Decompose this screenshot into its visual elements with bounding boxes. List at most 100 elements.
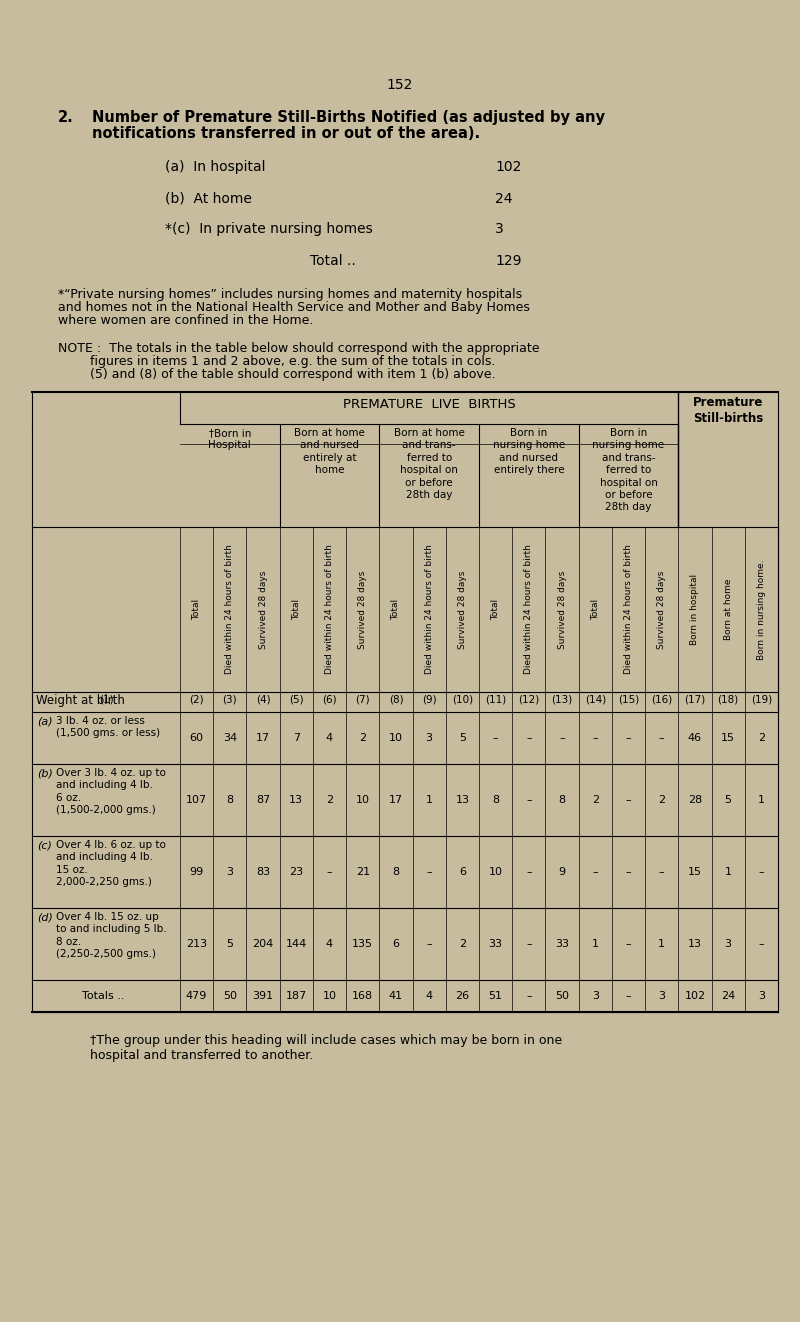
Text: 3: 3 [758,992,765,1001]
Text: 168: 168 [352,992,374,1001]
Text: 50: 50 [555,992,569,1001]
Text: 5: 5 [459,732,466,743]
Text: Born in
nursing home
and trans-
ferred to
hospital on
or before
28th day: Born in nursing home and trans- ferred t… [593,428,665,513]
Text: 2: 2 [359,732,366,743]
Text: (19): (19) [750,694,772,705]
Text: –: – [659,732,665,743]
Text: 2: 2 [592,795,599,805]
Text: 1: 1 [658,939,666,949]
Text: –: – [493,732,498,743]
Text: Number of Premature Still-Births Notified (as adjusted by any: Number of Premature Still-Births Notifie… [92,110,605,126]
Text: –: – [426,939,432,949]
Text: 99: 99 [190,867,204,876]
Text: (16): (16) [651,694,672,705]
Text: (18): (18) [718,694,738,705]
Text: Total: Total [491,599,500,620]
Text: 46: 46 [688,732,702,743]
Text: –: – [559,732,565,743]
Text: 2: 2 [758,732,765,743]
Text: 4: 4 [326,732,333,743]
Text: †The group under this heading will include cases which may be born in one: †The group under this heading will inclu… [90,1034,562,1047]
Text: Survived 28 days: Survived 28 days [558,570,566,649]
Text: 4: 4 [326,939,333,949]
Text: Survived 28 days: Survived 28 days [358,570,367,649]
Text: 10: 10 [356,795,370,805]
Text: 41: 41 [389,992,403,1001]
Text: –: – [526,867,532,876]
Text: –: – [593,867,598,876]
Text: 3 lb. 4 oz. or less
(1,500 gms. or less): 3 lb. 4 oz. or less (1,500 gms. or less) [56,717,160,739]
Text: 129: 129 [495,254,522,268]
Text: Total: Total [292,599,301,620]
Text: –: – [626,732,631,743]
Text: (4): (4) [256,694,270,705]
Text: Total: Total [590,599,600,620]
Text: 102: 102 [495,160,522,175]
Text: (11): (11) [485,694,506,705]
Text: (d): (d) [37,912,53,921]
Text: 33: 33 [555,939,569,949]
Text: 8: 8 [392,867,399,876]
Text: 2: 2 [459,939,466,949]
Text: Died within 24 hours of birth: Died within 24 hours of birth [624,545,633,674]
Text: 5: 5 [725,795,732,805]
Text: (b)  At home: (b) At home [165,192,252,206]
Text: 2.: 2. [58,110,74,126]
Text: 10: 10 [322,992,337,1001]
Text: Over 4 lb. 6 oz. up to
and including 4 lb.
15 oz.
2,000-2,250 gms.): Over 4 lb. 6 oz. up to and including 4 l… [56,839,166,887]
Text: (c): (c) [37,839,52,850]
Text: (6): (6) [322,694,337,705]
Text: 2: 2 [326,795,333,805]
Text: (13): (13) [551,694,573,705]
Text: PREMATURE  LIVE  BIRTHS: PREMATURE LIVE BIRTHS [342,398,515,411]
Text: (12): (12) [518,694,539,705]
Text: *“Private nursing homes” includes nursing homes and maternity hospitals: *“Private nursing homes” includes nursin… [58,288,522,301]
Text: Born at home
and trans-
ferred to
hospital on
or before
28th day: Born at home and trans- ferred to hospit… [394,428,465,500]
Text: 24: 24 [721,992,735,1001]
Text: –: – [426,867,432,876]
Text: 8: 8 [558,795,566,805]
Text: 51: 51 [489,992,502,1001]
Text: 24: 24 [495,192,513,206]
Text: 6: 6 [459,867,466,876]
Text: 83: 83 [256,867,270,876]
Text: (7): (7) [355,694,370,705]
Text: 21: 21 [356,867,370,876]
Text: 15: 15 [688,867,702,876]
Text: 26: 26 [455,992,470,1001]
Text: 3: 3 [495,222,504,237]
Text: –: – [626,867,631,876]
Text: (a)  In hospital: (a) In hospital [165,160,266,175]
Text: 107: 107 [186,795,207,805]
Text: Survived 28 days: Survived 28 days [458,570,467,649]
Text: Died within 24 hours of birth: Died within 24 hours of birth [325,545,334,674]
Text: notifications transferred in or out of the area).: notifications transferred in or out of t… [92,126,480,141]
Text: (b): (b) [37,768,53,779]
Text: Died within 24 hours of birth: Died within 24 hours of birth [524,545,534,674]
Text: (14): (14) [585,694,606,705]
Text: –: – [526,992,532,1001]
Text: 1: 1 [725,867,732,876]
Text: Born in nursing home.: Born in nursing home. [757,559,766,660]
Text: 3: 3 [725,939,732,949]
Text: NOTE :  The totals in the table below should correspond with the appropriate: NOTE : The totals in the table below sho… [58,342,539,356]
Text: –: – [593,732,598,743]
Text: 15: 15 [721,732,735,743]
Text: Survived 28 days: Survived 28 days [258,570,267,649]
Text: –: – [526,939,532,949]
Text: 3: 3 [658,992,666,1001]
Text: Born at home: Born at home [724,579,733,640]
Text: 144: 144 [286,939,307,949]
Text: 13: 13 [290,795,303,805]
Text: (1): (1) [98,694,114,705]
Text: 10: 10 [389,732,403,743]
Text: Died within 24 hours of birth: Died within 24 hours of birth [425,545,434,674]
Text: †Born in
Hospital: †Born in Hospital [209,428,251,451]
Text: Over 3 lb. 4 oz. up to
and including 4 lb.
6 oz.
(1,500-2,000 gms.): Over 3 lb. 4 oz. up to and including 4 l… [56,768,166,816]
Text: 3: 3 [226,867,234,876]
Text: Survived 28 days: Survived 28 days [658,570,666,649]
Text: (17): (17) [684,694,706,705]
Text: (2): (2) [190,694,204,705]
Text: 3: 3 [592,992,598,1001]
Text: 9: 9 [558,867,566,876]
